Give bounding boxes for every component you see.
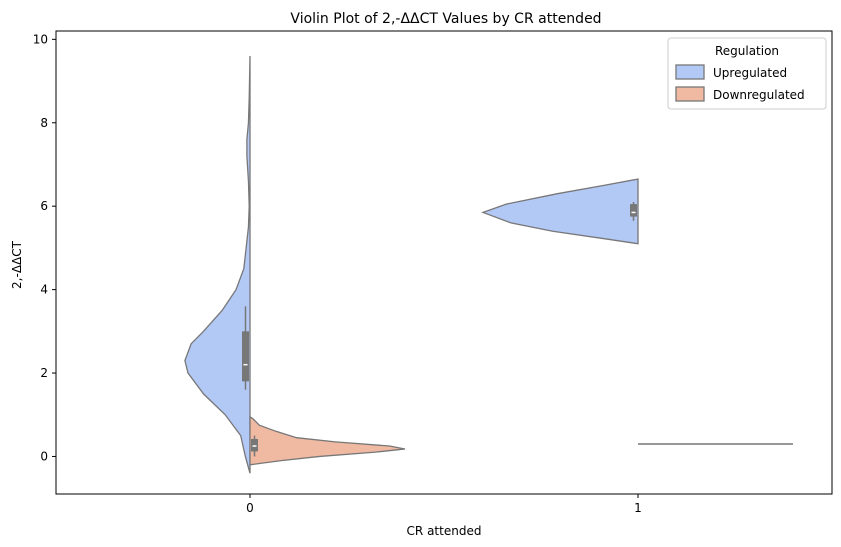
x-tick-label: 0 (246, 501, 254, 515)
violin-upregulated-1 (481, 178, 639, 245)
y-tick-label: 4 (40, 283, 48, 297)
x-axis-label: CR attended (407, 524, 482, 538)
legend-label-upregulated: Upregulated (713, 66, 787, 80)
legend-box (667, 37, 827, 110)
axes: 0 2 4 6 8 10 0 1 (33, 30, 833, 515)
chart-title: Violin Plot of 2,-ΔΔCT Values by CR atte… (290, 11, 601, 27)
legend-swatch-upregulated (675, 64, 705, 80)
y-tick-label: 10 (33, 32, 48, 46)
legend-swatch-downregulated (675, 86, 705, 102)
plot-frame (55, 30, 833, 495)
legend-label-downregulated: Downregulated (713, 88, 805, 102)
violin-upregulated-0 (184, 56, 251, 474)
plot-area (184, 56, 793, 474)
violin-downregulated-0 (249, 415, 406, 466)
y-tick-label: 2 (40, 366, 48, 380)
box-iqr-downregulated-0 (251, 438, 258, 452)
x-tick-label: 1 (634, 501, 642, 515)
y-tick-label: 0 (40, 449, 48, 463)
box-iqr-upregulated-0 (242, 331, 249, 382)
box-iqr-upregulated-1 (630, 204, 637, 217)
legend: Regulation Upregulated Downregulated (667, 37, 827, 110)
y-axis-label: 2,-ΔΔCT (10, 240, 24, 289)
y-tick-label: 6 (40, 199, 48, 213)
y-tick-label: 8 (40, 116, 48, 130)
legend-title: Regulation (715, 44, 779, 58)
